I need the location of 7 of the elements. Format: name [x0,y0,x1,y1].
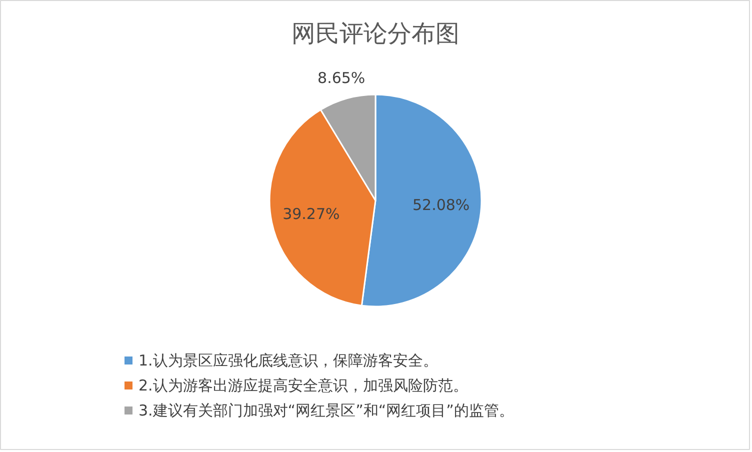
chart-title: 网民评论分布图 [292,20,460,48]
legend-label: 2.认为游客出游应提高安全意识，加强风险防范。 [138,376,468,394]
data-label: 52.08% [412,196,470,214]
data-label: 39.27% [282,204,340,223]
legend-label: 1.认为景区应强化底线意识，保障游客安全。 [138,352,438,370]
legend-label: 3.建议有关部门加强对“网红景区”和“网红项目”的监管。 [138,402,514,420]
data-label: 8.65% [318,68,366,87]
